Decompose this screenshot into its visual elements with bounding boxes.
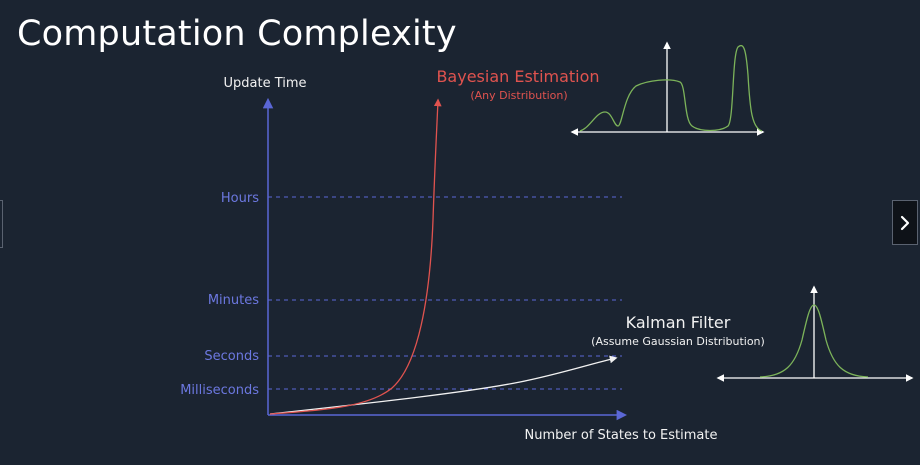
- tick-label-hours: Hours: [221, 191, 259, 206]
- x-axis-label: Number of States to Estimate: [525, 428, 718, 443]
- kalman-subtitle: (Assume Gaussian Distribution): [591, 335, 765, 348]
- chevron-right-icon: [900, 215, 910, 230]
- bayesian-curve: [269, 98, 442, 415]
- tick-label-minutes: Minutes: [208, 293, 259, 308]
- y-axis-label: Update Time: [223, 76, 306, 91]
- slide-title: Computation Complexity: [17, 14, 457, 54]
- tick-label-seconds: Seconds: [204, 349, 259, 364]
- bayesian-title: Bayesian Estimation: [436, 67, 599, 86]
- kalman-title: Kalman Filter: [626, 313, 731, 332]
- arbitrary-distribution-icon: [570, 41, 765, 136]
- gaussian-distribution-icon: [716, 285, 914, 382]
- tick-label-milliseconds: Milliseconds: [180, 383, 259, 398]
- previous-slide-button[interactable]: [0, 200, 3, 248]
- bayesian-subtitle: (Any Distribution): [470, 89, 567, 102]
- next-slide-button[interactable]: [892, 200, 918, 245]
- kalman-curve: [269, 355, 618, 415]
